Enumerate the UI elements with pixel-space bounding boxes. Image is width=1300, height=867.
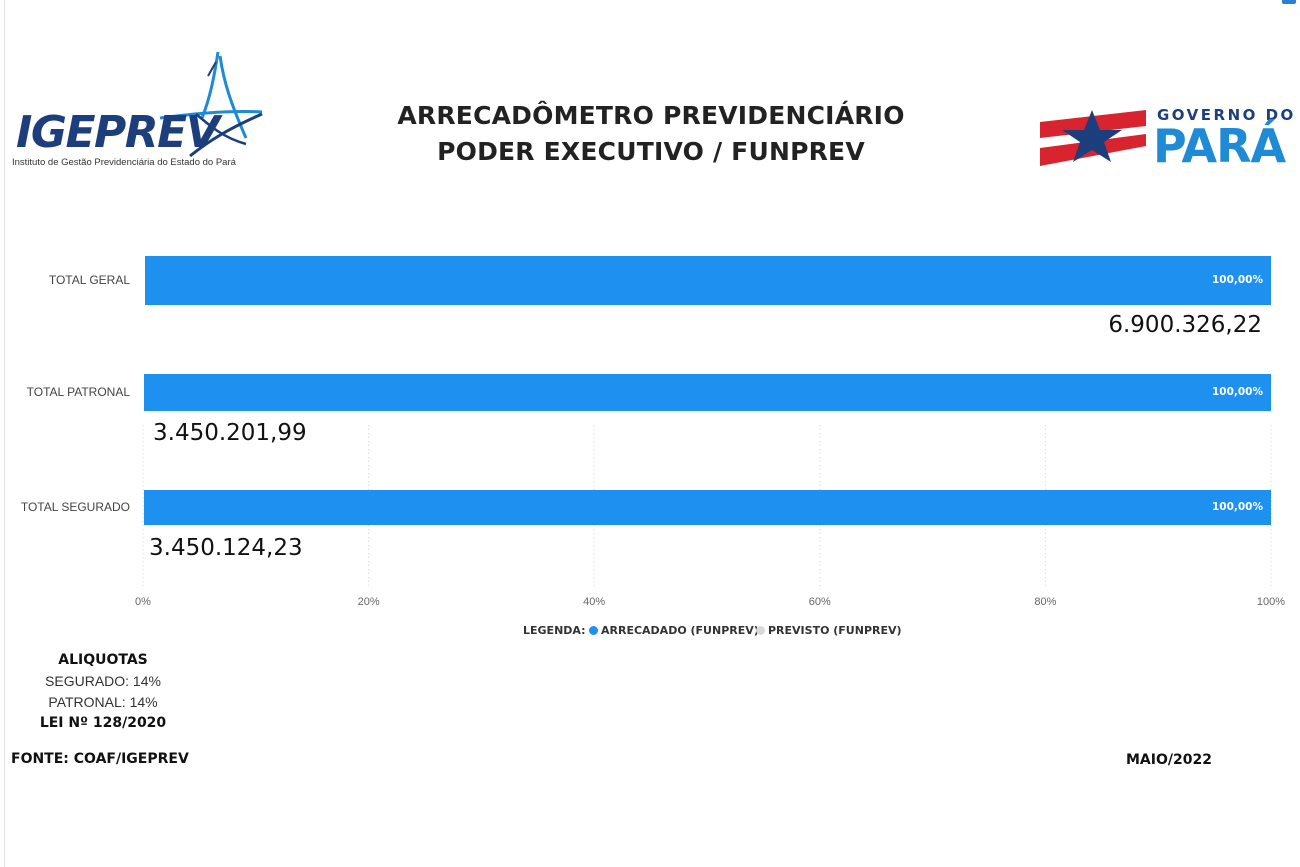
left-border xyxy=(4,0,5,867)
bar-data-label: 100,00% xyxy=(1211,500,1263,513)
bar-value-label: 3.450.201,99 xyxy=(153,420,307,446)
bar-value-label: 3.450.124,23 xyxy=(149,535,303,561)
category-label: TOTAL PATRONAL xyxy=(26,384,130,399)
page-title: ARRECADÔMETRO PREVIDENCIÁRIO PODER EXECU… xyxy=(350,98,952,170)
legend-dot-icon xyxy=(756,626,765,635)
aliquota-segurado: SEGURADO: 14% xyxy=(45,673,161,689)
category-label: TOTAL GERAL xyxy=(48,272,130,287)
bar-value-label: 6.900.326,22 xyxy=(1108,312,1262,338)
governo-do-text: GOVERNO DO xyxy=(1157,106,1296,124)
bar-chart: 0% 20% 40% 60% 80% 100% TOTAL GERAL 100,00% 6.90… xyxy=(0,230,1300,650)
bar-2[interactable] xyxy=(144,490,1271,525)
legend-label: ARRECADADO (FUNPREV) xyxy=(601,624,759,637)
title-line-1: ARRECADÔMETRO PREVIDENCIÁRIO xyxy=(397,101,905,130)
bar-0[interactable] xyxy=(145,256,1271,305)
data-source: FONTE: COAF/IGEPREV xyxy=(11,751,189,767)
igeprev-wordmark: IGEPREV xyxy=(16,107,220,158)
chart-canvas xyxy=(142,256,1272,588)
x-tick-label: 0% xyxy=(135,596,151,608)
x-tick-label: 80% xyxy=(1034,596,1057,608)
title-line-2: PODER EXECUTIVO / FUNPREV xyxy=(437,137,865,166)
x-tick-label: 20% xyxy=(357,596,380,608)
category-label: TOTAL SEGURADO xyxy=(20,499,130,514)
legend-label: PREVISTO (FUNPREV) xyxy=(768,624,902,637)
legend-item-previsto[interactable]: PREVISTO (FUNPREV) xyxy=(756,624,902,637)
igeprev-subtitle: Instituto de Gestão Previdenciária do Es… xyxy=(12,157,236,168)
bar-data-label: 100,00% xyxy=(1211,273,1263,286)
igeprev-logo: IGEPREV Instituto de Gestão Previdenciár… xyxy=(10,48,275,174)
aliquotas-block: ALIQUOTAS SEGURADO: 14% PATRONAL: 14% LE… xyxy=(20,650,186,734)
aliquota-patronal: PATRONAL: 14% xyxy=(48,694,158,710)
governo-para-logo: GOVERNO DO PARÁ xyxy=(1040,104,1293,174)
para-flag-icon xyxy=(1040,110,1146,166)
bar-data-label: 100,00% xyxy=(1211,385,1263,398)
law-reference: LEI Nº 128/2020 xyxy=(39,715,167,731)
legend-dot-icon xyxy=(589,626,598,635)
legend-item-arrecadado[interactable]: ARRECADADO (FUNPREV) xyxy=(589,624,759,637)
corner-marker xyxy=(1282,0,1296,4)
legend-title: LEGENDA: xyxy=(523,624,586,637)
para-text: PARÁ xyxy=(1153,119,1286,173)
chart-legend: LEGENDA: ARRECADADO (FUNPREV) PREVISTO (… xyxy=(0,624,1300,640)
x-tick-label: 100% xyxy=(1256,596,1286,608)
x-tick-label: 60% xyxy=(808,596,831,608)
x-tick-label: 40% xyxy=(583,596,606,608)
report-date: MAIO/2022 xyxy=(1126,752,1212,768)
aliquotas-heading: ALIQUOTAS xyxy=(58,652,148,668)
igeprev-star-icon xyxy=(159,51,263,158)
bar-1[interactable] xyxy=(144,374,1271,411)
